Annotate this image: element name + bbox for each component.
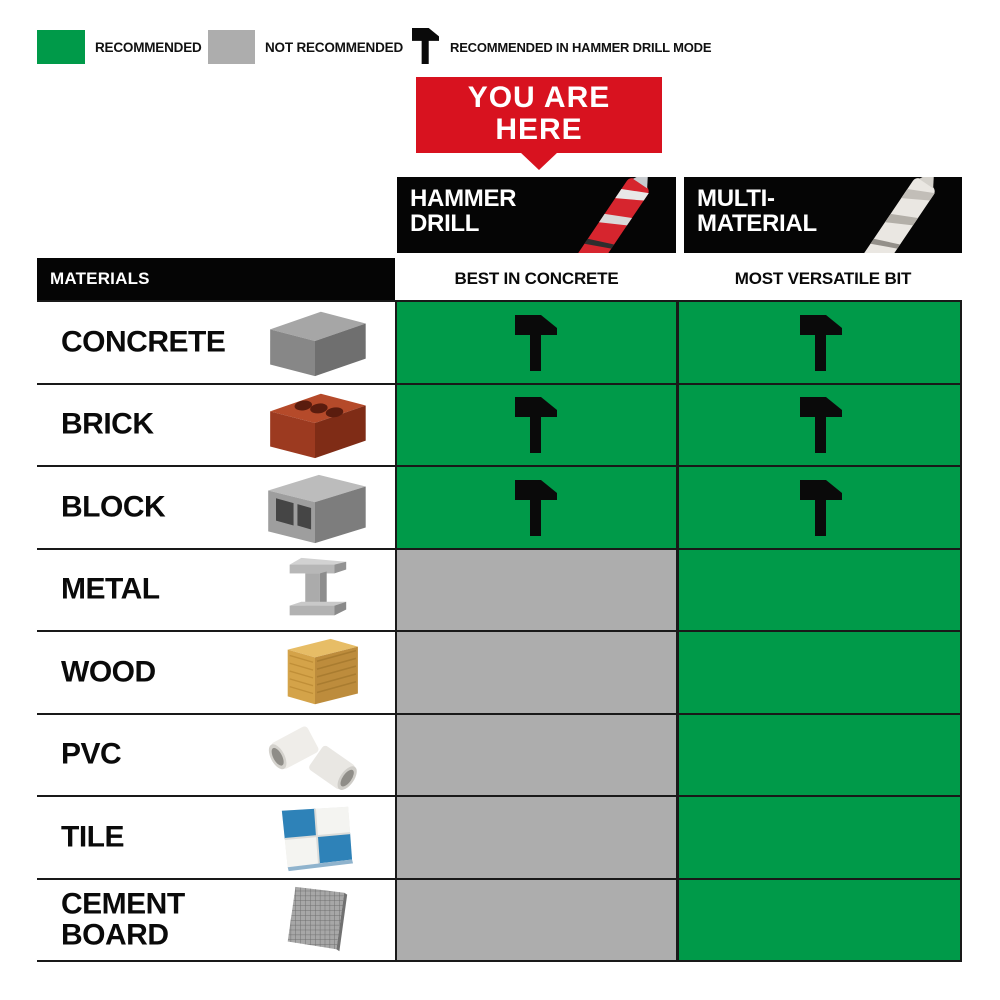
cell-multi-material [679, 467, 962, 548]
cell-hammer-drill [395, 467, 676, 548]
legend-label-not-recommended: NOT RECOMMENDED [265, 39, 403, 55]
you-are-here-line2: HERE [495, 113, 583, 147]
row-separator [37, 383, 962, 385]
cell-multi-material [679, 632, 962, 713]
material-row-pvc: PVC [37, 715, 962, 795]
cell-multi-material [679, 797, 962, 878]
cell-multi-material [679, 302, 962, 383]
materials-header: MATERIALS [37, 258, 395, 300]
material-row-metal: METAL [37, 550, 962, 630]
cell-hammer-drill [395, 797, 676, 878]
material-label: BLOCK [61, 490, 166, 524]
materials-column-divider [395, 300, 397, 962]
concrete-block-image [249, 302, 381, 383]
wood-block-image [249, 632, 381, 713]
column-subtitle-multi-material: MOST VERSATILE BIT [684, 258, 962, 300]
hammer-mode-icon [799, 479, 842, 536]
cell-multi-material [679, 385, 962, 465]
material-label: TILE [61, 820, 125, 854]
material-label: PVC [61, 737, 122, 771]
material-row-block: BLOCK [37, 467, 962, 548]
metal-ibeam-image [249, 550, 381, 630]
material-label: CONCRETE [61, 325, 226, 359]
cell-hammer-drill [395, 715, 676, 795]
column-title: MULTI- MATERIAL [697, 185, 817, 237]
table-bottom-border [37, 960, 962, 962]
you-are-here-line1: YOU ARE [467, 81, 611, 114]
row-separator [37, 465, 962, 467]
column-title: HAMMER DRILL [410, 185, 517, 237]
material-label: CEMENT BOARD [61, 887, 185, 951]
column-title-line2: DRILL [410, 209, 480, 237]
hammer-mode-icon [514, 479, 557, 536]
legend-label-recommended: RECOMMENDED [95, 39, 202, 55]
hammer-mode-icon [514, 397, 557, 453]
cell-multi-material [679, 880, 962, 960]
not-recommended-swatch [208, 30, 255, 64]
material-row-cement-board: CEMENT BOARD [37, 880, 962, 960]
red-hammer-drill-bit-image [572, 177, 649, 253]
material-row-brick: BRICK [37, 385, 962, 465]
material-label: BRICK [61, 407, 154, 441]
row-separator [37, 713, 962, 715]
row-separator [37, 630, 962, 632]
hammer-mode-icon [514, 314, 557, 371]
cell-hammer-drill [395, 550, 676, 630]
material-row-tile: TILE [37, 797, 962, 878]
cell-hammer-drill [395, 302, 676, 383]
row-separator [37, 878, 962, 880]
row-separator [37, 795, 962, 797]
cell-multi-material [679, 715, 962, 795]
column-divider [676, 300, 679, 962]
hammer-mode-icon [799, 314, 842, 371]
cement-board-image [249, 880, 381, 960]
legend-label-hammer-mode: RECOMMENDED IN HAMMER DRILL MODE [450, 39, 712, 55]
material-row-wood: WOOD [37, 632, 962, 713]
recommended-swatch [37, 30, 85, 64]
you-are-here-pointer [520, 152, 558, 170]
material-row-concrete: CONCRETE [37, 302, 962, 383]
cell-hammer-drill [395, 385, 676, 465]
hammer-mode-icon [799, 397, 842, 453]
column-title-line2: MATERIAL [697, 209, 817, 237]
table-right-border [960, 300, 962, 962]
column-subtitle-hammer-drill: BEST IN CONCRETE [397, 258, 676, 300]
hammer-mode-icon [412, 28, 439, 64]
cinder-block-image [249, 467, 381, 548]
white-multi-material-bit-image [858, 177, 935, 253]
material-label: METAL [61, 572, 160, 606]
column-title-line1: MULTI- [697, 185, 775, 212]
column-title-line1: HAMMER [410, 185, 517, 212]
column-header-multi-material: MULTI- MATERIAL [684, 177, 962, 253]
you-are-here-badge: YOU ARE HERE [416, 77, 662, 170]
material-label: WOOD [61, 655, 156, 689]
pvc-pipe-image [249, 715, 381, 795]
row-separator [37, 548, 962, 550]
cell-hammer-drill [395, 632, 676, 713]
row-separator [37, 300, 962, 302]
cell-hammer-drill [395, 880, 676, 960]
column-header-hammer-drill: HAMMER DRILL [397, 177, 676, 253]
brick-image [249, 385, 381, 465]
cell-multi-material [679, 550, 962, 630]
tile-image [249, 797, 381, 878]
